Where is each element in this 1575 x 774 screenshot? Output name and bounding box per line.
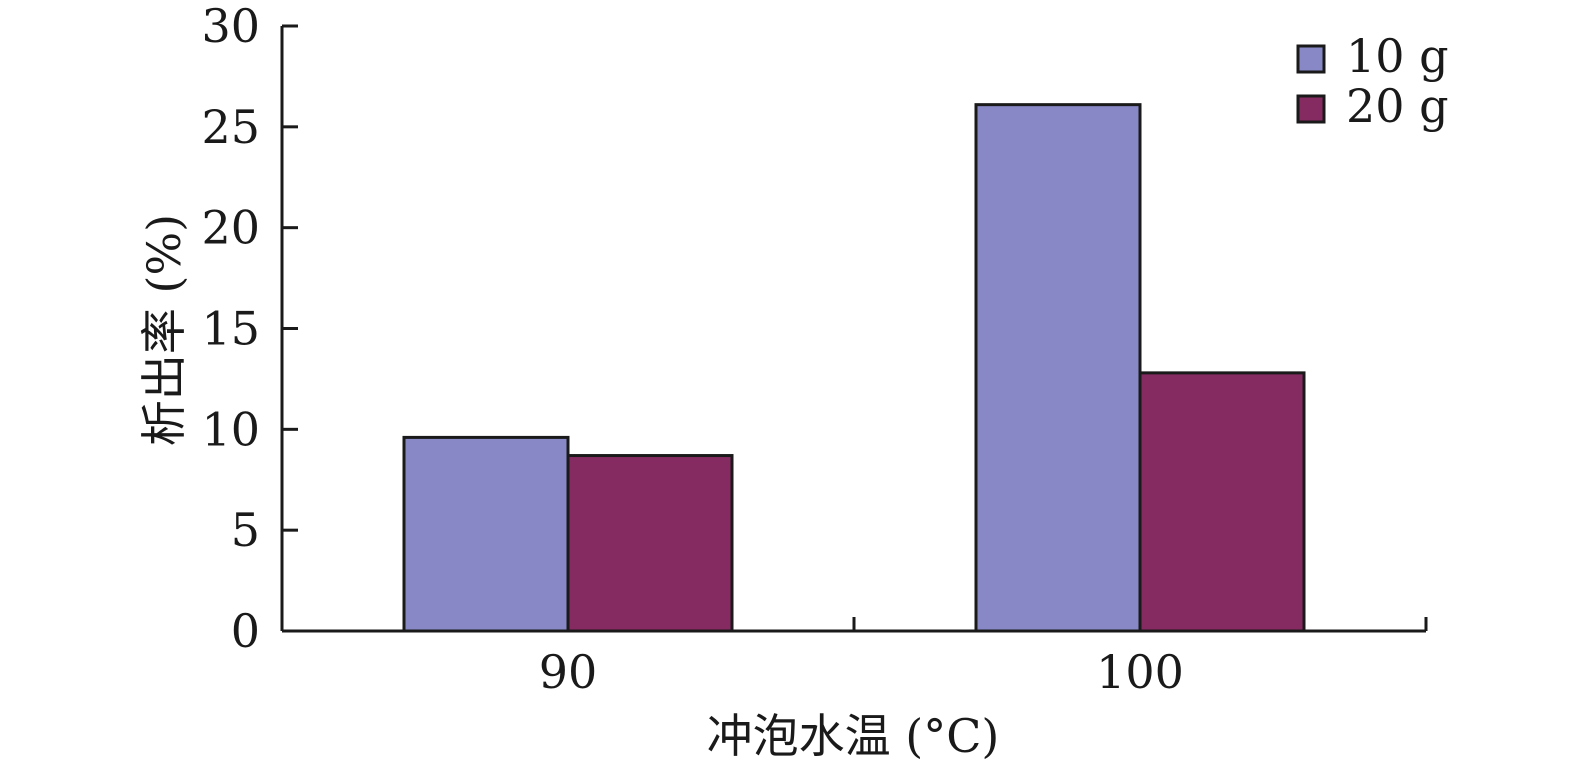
x-tick-label: 100 (1096, 645, 1184, 699)
legend-swatch (1296, 94, 1326, 124)
bar-20g-90 (566, 454, 734, 633)
y-tick-label: 30 (201, 0, 260, 53)
x-axis-title: 冲泡水温 (°C) (707, 709, 1000, 763)
bar-20g-100 (1138, 371, 1306, 633)
legend-swatch (1296, 44, 1326, 74)
y-tick-label: 15 (201, 302, 260, 356)
legend: 10 g20 g (1296, 29, 1449, 133)
legend-label: 10 g (1346, 29, 1449, 83)
bar-10g-90 (402, 435, 570, 633)
y-tick-label: 5 (231, 503, 260, 557)
y-tick-label: 10 (201, 402, 260, 456)
bar-10g-100 (974, 103, 1142, 633)
y-tick-label: 0 (231, 604, 260, 658)
y-tick-label: 25 (201, 100, 260, 154)
y-tick-label: 20 (201, 201, 260, 255)
bars-group (402, 103, 1306, 633)
x-ticks-group: 90 100 (539, 617, 1428, 699)
y-ticks-group: 0 5 10 15 20 25 30 (201, 0, 298, 658)
x-tick-label: 90 (539, 645, 598, 699)
y-axis-title: 析出率 (%) (137, 214, 191, 446)
legend-label: 20 g (1346, 79, 1449, 133)
